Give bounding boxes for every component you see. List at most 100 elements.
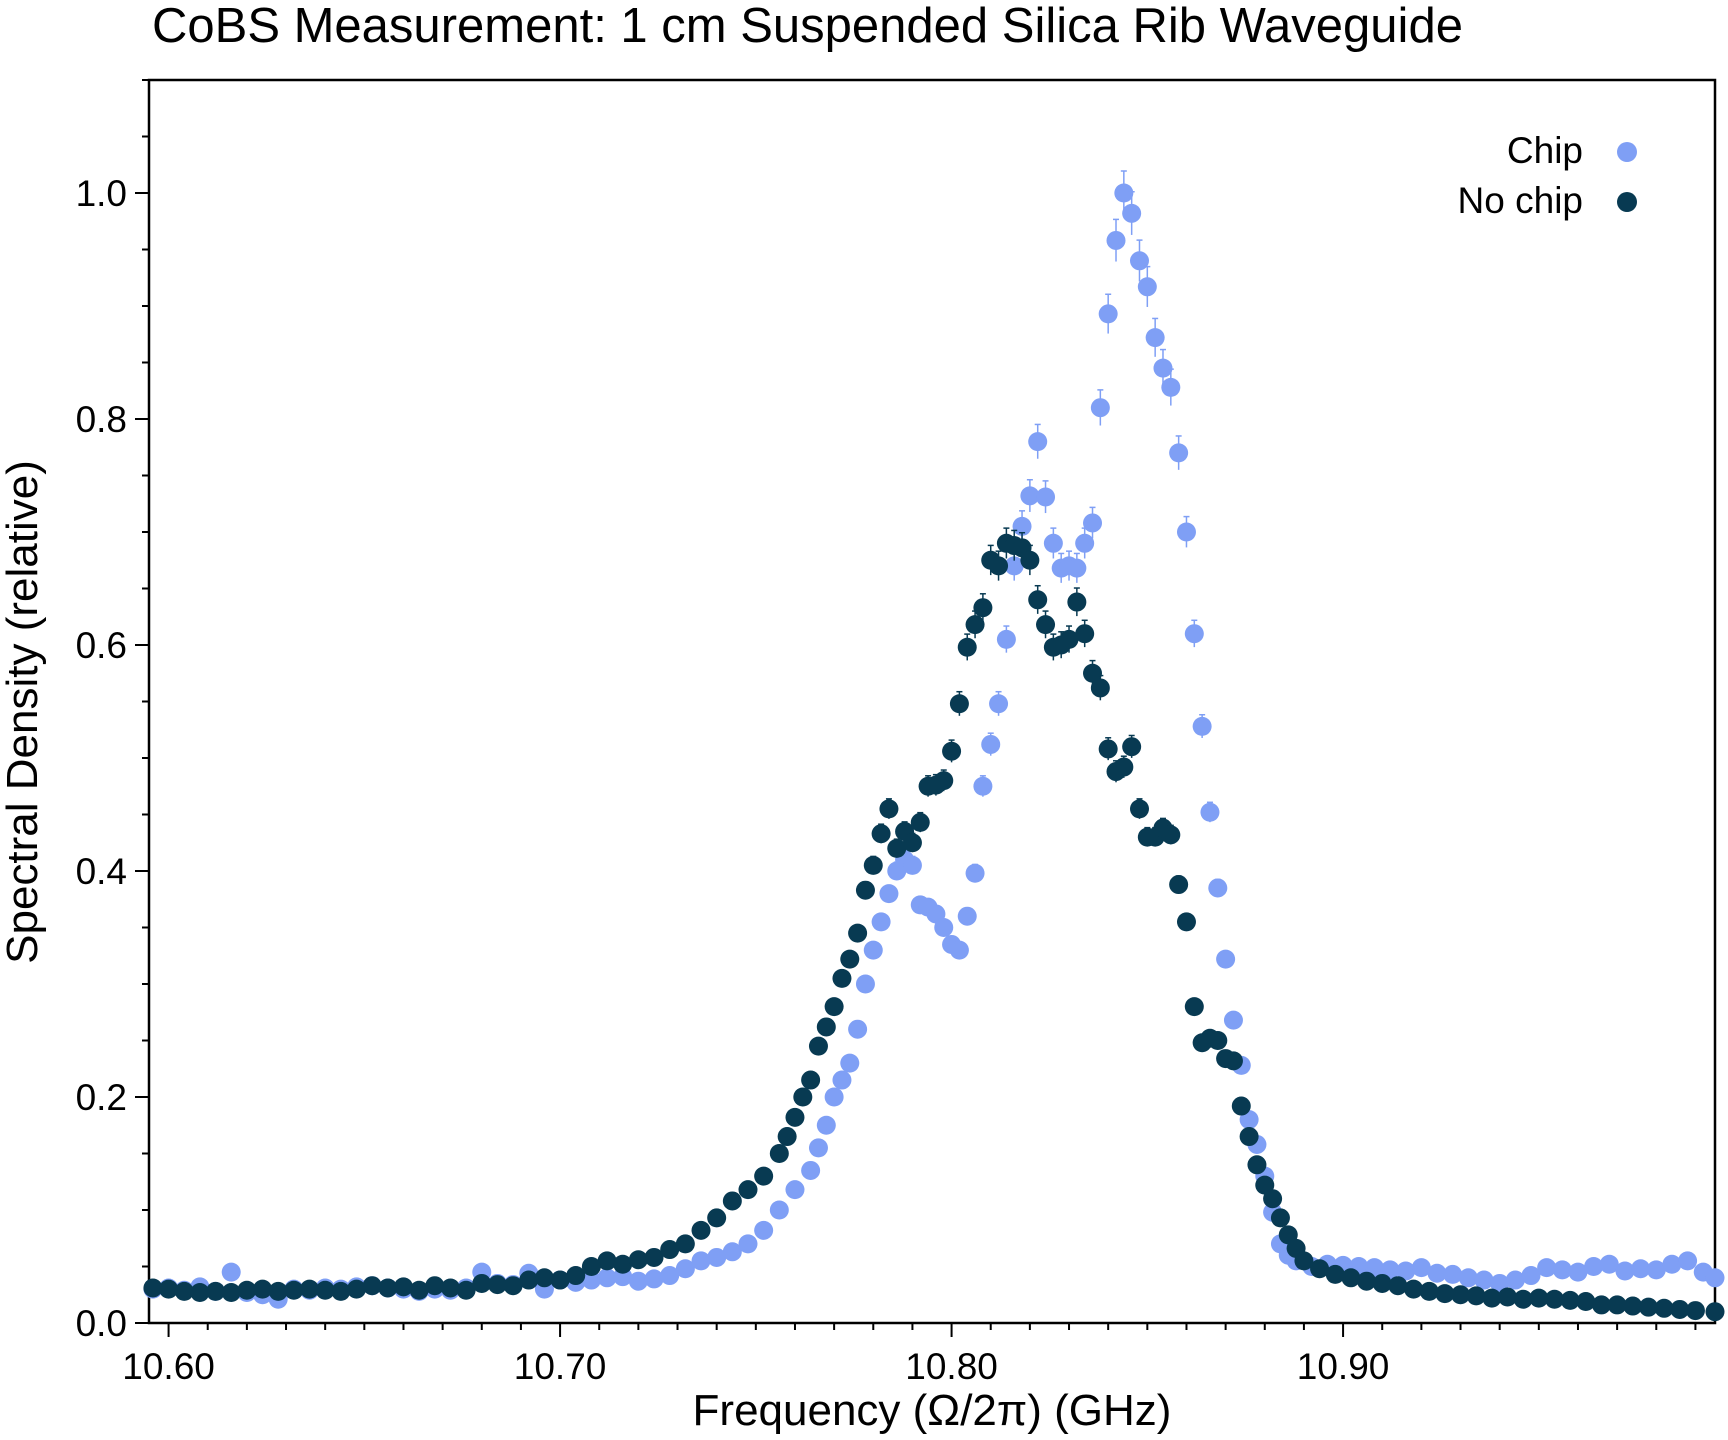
data-point: [1176, 912, 1196, 932]
data-point: [1537, 1258, 1557, 1278]
series-no-chip: [143, 527, 1725, 1322]
data-point: [1012, 516, 1032, 536]
data-point: [1705, 1302, 1725, 1322]
data-point: [754, 1166, 774, 1186]
legend-label: No chip: [1458, 180, 1583, 221]
data-point: [300, 1279, 320, 1299]
data-point: [503, 1276, 523, 1296]
data-point: [284, 1280, 304, 1300]
data-point: [1098, 739, 1118, 759]
data-point: [1090, 678, 1110, 698]
data-point: [1028, 432, 1048, 452]
x-tick-label: 10.90: [1297, 1346, 1390, 1387]
data-point: [1560, 1290, 1580, 1310]
data-point: [1584, 1257, 1604, 1276]
data-point: [628, 1250, 648, 1270]
data-point: [824, 1087, 844, 1107]
data-point: [315, 1280, 335, 1300]
data-point: [942, 741, 962, 761]
data-point: [1200, 802, 1220, 822]
data-point: [1247, 1155, 1267, 1175]
data-point: [949, 940, 969, 960]
data-point: [996, 629, 1016, 649]
data-point: [409, 1280, 429, 1300]
data-point: [949, 694, 969, 714]
data-point: [425, 1276, 445, 1296]
data-point: [346, 1279, 366, 1299]
legend-marker: [1617, 192, 1637, 212]
data-point: [957, 906, 977, 926]
data-point: [1419, 1281, 1439, 1301]
y-tick-label: 0.2: [76, 1077, 127, 1118]
data-point: [1662, 1254, 1682, 1274]
y-tick-label: 0.0: [76, 1303, 127, 1344]
data-point: [863, 855, 883, 875]
data-point: [143, 1278, 163, 1298]
data-point: [840, 949, 860, 969]
data-point: [1169, 875, 1189, 895]
data-point: [1427, 1263, 1447, 1283]
data-point: [738, 1234, 758, 1254]
data-point: [1176, 522, 1196, 542]
data-point: [1325, 1264, 1345, 1284]
data-point: [1036, 615, 1056, 635]
data-point: [1184, 624, 1204, 644]
data-point: [1137, 277, 1157, 297]
data-point: [1161, 825, 1181, 845]
data-point: [848, 1019, 868, 1039]
data-point: [1568, 1262, 1588, 1282]
data-point: [1067, 592, 1087, 612]
y-tick-label: 0.8: [76, 399, 127, 440]
data-point: [1654, 1298, 1674, 1318]
data-point: [1458, 1268, 1478, 1288]
data-point: [1270, 1208, 1290, 1228]
data-point: [597, 1251, 617, 1271]
data-point: [973, 776, 993, 796]
data-point: [1184, 997, 1204, 1017]
data-point: [1678, 1251, 1698, 1271]
data-point: [965, 863, 985, 883]
data-point: [597, 1268, 617, 1288]
data-point: [973, 598, 993, 618]
y-axis: 0.0 0.2 0.4 0.6 0.8 1.0: [76, 79, 149, 1344]
data-point: [989, 694, 1009, 714]
data-point: [1231, 1096, 1251, 1116]
data-point: [534, 1268, 554, 1288]
legend-marker: [1617, 142, 1637, 162]
data-point: [1263, 1189, 1283, 1209]
data-point: [793, 1087, 813, 1107]
data-point: [1576, 1292, 1596, 1312]
data-point: [934, 918, 954, 937]
data-point: [879, 884, 899, 904]
data-point: [1145, 328, 1165, 348]
data-point: [519, 1270, 539, 1290]
data-point: [1129, 251, 1149, 271]
data-point: [1223, 1010, 1243, 1030]
data-point: [1114, 183, 1134, 203]
data-point: [1451, 1285, 1471, 1305]
data-point: [660, 1240, 680, 1260]
data-point: [769, 1144, 789, 1163]
data-point: [1161, 377, 1181, 397]
data-point: [1341, 1268, 1361, 1288]
data-point: [824, 997, 844, 1017]
data-point: [1083, 663, 1103, 683]
data-point: [1404, 1279, 1424, 1299]
data-point: [1153, 358, 1173, 378]
data-point: [1090, 398, 1110, 418]
data-point: [1607, 1295, 1627, 1315]
data-point: [1443, 1264, 1463, 1284]
data-point: [1529, 1288, 1549, 1308]
data-point: [902, 833, 922, 853]
data-point: [707, 1247, 727, 1267]
data-point: [1544, 1289, 1564, 1309]
data-point: [1599, 1254, 1619, 1274]
data-point: [331, 1281, 351, 1301]
data-point: [902, 855, 922, 875]
data-point: [1396, 1261, 1416, 1281]
data-point: [1192, 716, 1212, 736]
data-point: [237, 1280, 257, 1300]
data-point: [675, 1234, 695, 1254]
data-point: [1623, 1296, 1643, 1316]
plot-frame: [147, 78, 1717, 1325]
